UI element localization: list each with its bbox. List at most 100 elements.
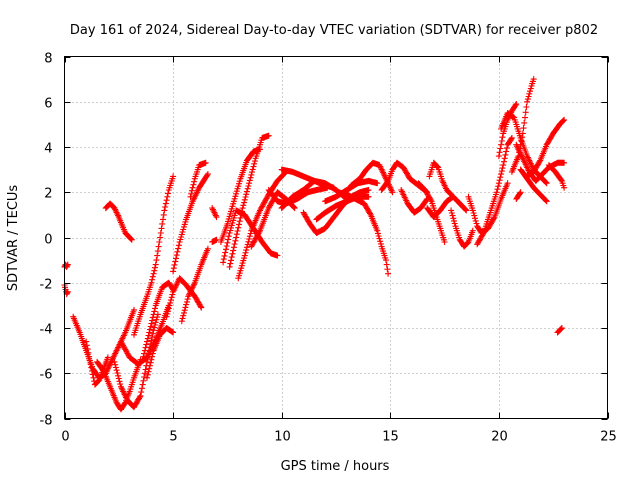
y-tick-label: -2	[40, 278, 53, 293]
data-point	[451, 220, 458, 227]
data-point	[451, 217, 457, 224]
data-point	[237, 214, 244, 221]
data-point	[188, 187, 195, 194]
data-point	[469, 227, 476, 234]
x-tick-label: 0	[61, 430, 69, 445]
data-point	[377, 238, 384, 245]
series-s13	[178, 245, 211, 325]
data-point	[151, 324, 158, 331]
data-point	[143, 341, 150, 348]
series-s19	[226, 132, 272, 270]
data-point	[171, 261, 178, 268]
data-point	[230, 247, 237, 254]
data-point	[180, 226, 187, 233]
data-point	[521, 119, 528, 126]
data-point	[389, 189, 396, 196]
data-point	[183, 298, 190, 305]
y-tick-label: 0	[44, 233, 52, 248]
y-tick-label: 6	[44, 97, 52, 112]
data-point	[508, 136, 515, 143]
data-point	[253, 234, 260, 241]
data-point	[139, 385, 145, 392]
data-point	[561, 159, 568, 166]
data-point	[174, 248, 181, 255]
data-point	[265, 132, 272, 139]
data-point	[365, 193, 372, 200]
data-point	[99, 367, 106, 373]
data-point	[157, 230, 164, 236]
y-tick-label: 8	[44, 52, 52, 67]
data-point	[228, 257, 234, 264]
data-point	[117, 381, 124, 388]
y-tick-label: 4	[44, 142, 52, 157]
data-point	[250, 239, 257, 246]
data-point	[118, 338, 124, 345]
data-point	[151, 308, 158, 315]
data-point	[170, 329, 177, 336]
data-point	[526, 90, 533, 97]
data-point	[448, 207, 455, 214]
data-point	[168, 294, 175, 301]
data-point	[149, 350, 156, 357]
data-point	[144, 338, 150, 345]
data-point	[158, 225, 165, 232]
x-axis-ticks: 0 5 10 15 20 25	[61, 56, 617, 445]
data-point	[464, 239, 471, 246]
data-point	[384, 266, 391, 273]
data-point	[131, 306, 137, 313]
data-point	[163, 313, 170, 320]
data-point	[190, 181, 197, 188]
data-point	[141, 374, 148, 380]
data-point	[495, 183, 502, 190]
data-point	[462, 206, 469, 213]
data-point	[162, 204, 169, 210]
data-point	[251, 160, 258, 167]
data-point	[121, 345, 128, 352]
data-point	[149, 330, 156, 337]
series-s38	[474, 134, 515, 248]
data-point	[225, 233, 232, 240]
data-point	[139, 381, 146, 388]
data-point	[364, 206, 371, 213]
y-axis-ticks: -8 -6 -4 -2 0 2 4 6 8	[40, 52, 608, 429]
data-point	[383, 261, 390, 268]
data-point	[179, 315, 186, 322]
data-point	[198, 304, 205, 311]
data-point	[471, 212, 478, 219]
data-point	[189, 184, 196, 191]
series-s09	[139, 279, 177, 363]
data-point	[227, 227, 234, 234]
data-point	[477, 236, 484, 243]
data-point	[376, 235, 383, 242]
chart-title: Day 161 of 2024, Sidereal Day-to-day VTE…	[70, 23, 598, 38]
x-tick-label: 20	[491, 430, 508, 445]
data-point	[187, 193, 194, 200]
plot-frame	[64, 56, 608, 419]
data-point	[239, 205, 246, 212]
data-point	[88, 364, 95, 371]
data-point	[233, 190, 240, 197]
data-point	[165, 190, 171, 197]
data-point	[248, 171, 255, 178]
data-point	[427, 197, 434, 203]
data-point	[139, 356, 146, 363]
data-point	[229, 250, 236, 257]
x-tick-label: 10	[274, 430, 291, 445]
data-point	[503, 145, 510, 152]
data-point	[193, 295, 200, 302]
series-s25	[278, 166, 337, 191]
data-point	[84, 346, 91, 353]
data-point	[137, 392, 144, 399]
data-point	[149, 276, 156, 283]
series-s28	[322, 177, 381, 205]
data-point	[146, 362, 153, 369]
data-point	[144, 371, 151, 378]
data-point	[138, 389, 145, 396]
data-point	[291, 205, 298, 212]
data-point	[144, 374, 150, 381]
data-point	[496, 149, 503, 156]
data-point	[441, 239, 448, 245]
data-point	[178, 318, 185, 325]
series-s39	[495, 101, 520, 160]
data-point	[150, 311, 157, 318]
